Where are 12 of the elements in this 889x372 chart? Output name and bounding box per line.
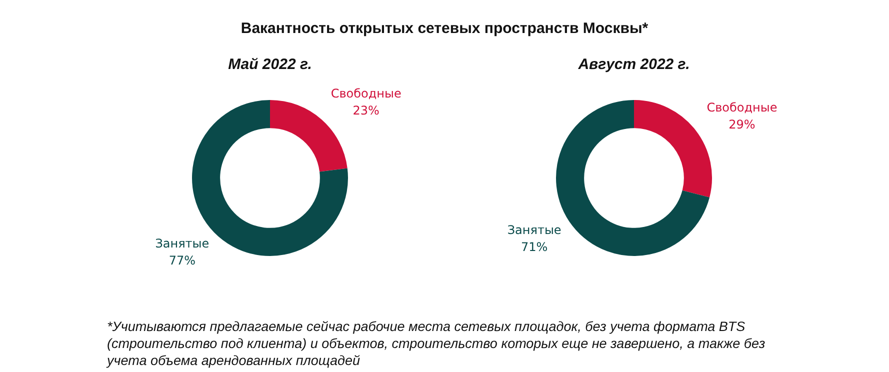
slice-label: Свободные [330,86,402,101]
data-label: 77% [168,254,196,268]
text: Вакантность открытых сетевых пространств Москвы* [240,20,650,37]
chart-subtitle: Август 2022 г. [577,56,691,75]
data-label: 29% [728,117,756,132]
data-label: 23% [352,104,380,118]
data-label: 71% [520,240,548,254]
slice-label: Занятые [155,236,210,251]
slice-label: Свободные [706,100,778,114]
slice-label: Занятые [507,222,562,237]
chart-subtitle: Май 2022 г. [227,56,313,75]
text: *Учитываются предлагаемые сейчас рабочие места сетевых площадок, без учета формата BTS (строительство под клиента) и объектов, строительство которых еще не завершено, а также без учета объема арендованных площадей [107,318,766,369]
